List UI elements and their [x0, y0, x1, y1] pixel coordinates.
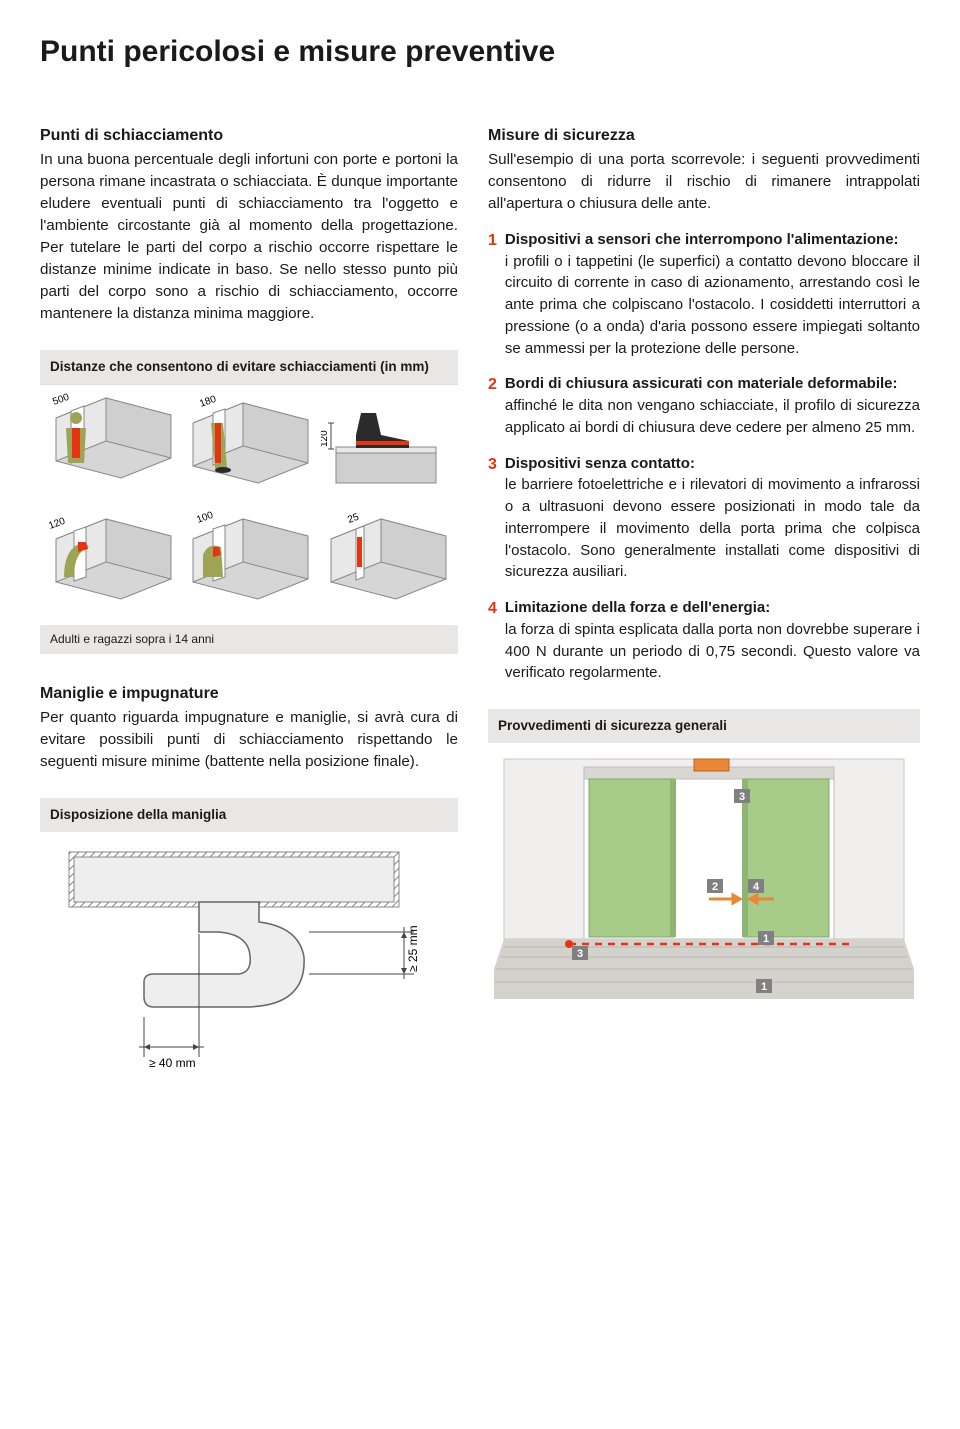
item-body: affinché le dita non vengano schiacciate… [505, 397, 920, 436]
heading-maniglie: Maniglie e impugnature [40, 682, 458, 705]
item-lead: Limitazione della forza e dell'energia: [505, 599, 770, 616]
item-number: 2 [488, 373, 497, 438]
svg-text:2: 2 [712, 881, 718, 893]
item-1: 1 Dispositivi a sensori che interrompono… [488, 229, 920, 360]
para-maniglie: Per quanto riguarda impugnature e manigl… [40, 707, 458, 773]
heading-punti: Punti di schiacciamento [40, 124, 458, 147]
item-2: 2 Bordi di chiusura assicurati con mater… [488, 373, 920, 438]
para-misure: Sull'esempio di una porta scorrevole: i … [488, 149, 920, 215]
svg-text:1: 1 [763, 933, 769, 945]
item-body: i profili o i tappetini (le superfici) a… [505, 253, 920, 357]
svg-text:≥ 40 mm: ≥ 40 mm [149, 1056, 196, 1070]
item-3: 3 Dispositivi senza contatto: le barriere… [488, 453, 920, 584]
fig1-caption: Distanze che consentono di evitare schia… [40, 350, 458, 384]
safety-body-icon: 500 [46, 393, 176, 498]
para-punti: In una buona percentuale degli infortuni… [40, 149, 458, 325]
safety-finger-icon: 25 [321, 509, 451, 614]
item-number: 3 [488, 453, 497, 584]
heading-misure: Misure di sicurezza [488, 124, 920, 147]
safety-arm-icon: 120 [46, 509, 176, 614]
fig3-caption: Provvedimenti di sicurezza generali [488, 709, 920, 743]
item-number: 1 [488, 229, 497, 360]
item-lead: Dispositivi a sensori che interrompono l… [505, 231, 899, 248]
item-lead: Dispositivi senza contatto: [505, 455, 695, 472]
safety-foot-icon: 120 [321, 393, 451, 498]
fig2-caption: Disposizione della maniglia [40, 798, 458, 832]
page-title: Punti pericolosi e misure preventive [40, 30, 920, 74]
svg-text:25: 25 [346, 511, 361, 525]
svg-text:≥ 25 mm: ≥ 25 mm [406, 925, 420, 972]
svg-text:120: 120 [47, 515, 67, 531]
item-body: le barriere fotoelettriche e i rilevator… [505, 476, 920, 580]
item-number: 4 [488, 597, 497, 684]
item-4: 4 Limitazione della forza e dell'energia… [488, 597, 920, 684]
svg-text:4: 4 [753, 881, 760, 893]
door-figure: 1 2 3 3 4 1 [488, 743, 920, 1017]
svg-text:1: 1 [761, 981, 767, 993]
svg-text:100: 100 [196, 509, 216, 525]
svg-text:500: 500 [51, 393, 71, 408]
fig1-note: Adulti e ragazzi sopra i 14 anni [40, 625, 458, 654]
item-lead: Bordi di chiusura assicurati con materia… [505, 375, 898, 392]
svg-text:3: 3 [739, 791, 745, 803]
svg-text:3: 3 [577, 948, 583, 960]
svg-text:180: 180 [199, 393, 219, 409]
handle-figure: ≥ 40 mm ≥ 25 mm [40, 832, 458, 1074]
item-body: la forza di spinta esplicata dalla porta… [505, 621, 920, 682]
safety-distance-grid: 500 [46, 393, 452, 619]
svg-text:120: 120 [321, 429, 330, 446]
safety-leg-icon: 180 [183, 393, 313, 498]
safety-hand-icon: 100 [183, 509, 313, 614]
